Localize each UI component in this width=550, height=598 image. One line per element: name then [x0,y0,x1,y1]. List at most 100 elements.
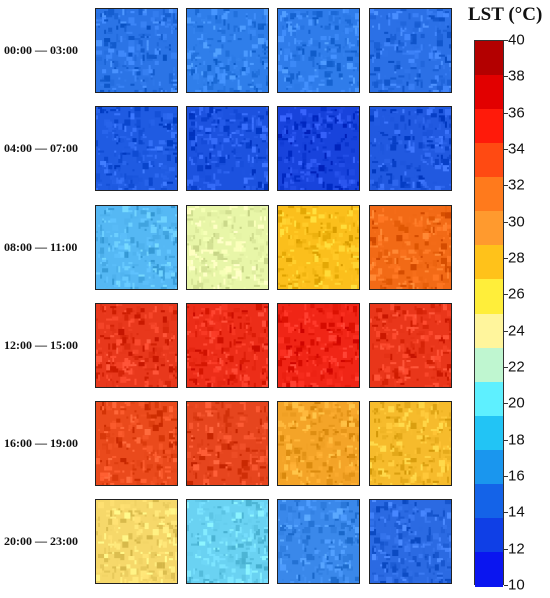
colorbar-tick-label: 28 [508,249,525,267]
lst-map-tile [277,8,360,93]
colorbar-segment [475,245,503,280]
colorbar-tick-label: 30 [508,213,525,231]
lst-map-texture [278,206,359,289]
colorbar-segment [475,551,503,587]
time-row-label: 12:00 — 15:00 [4,337,78,352]
lst-map-texture [278,107,359,190]
colorbar-tick-mark [504,330,508,332]
colorbar-segment [475,483,503,519]
lst-map-tile [369,303,452,388]
colorbar-segment [475,279,503,314]
lst-map-texture [187,107,268,190]
lst-map-tile [95,303,178,388]
colorbar-tick-label: 22 [508,358,525,376]
lst-map-tile [95,106,178,191]
lst-map-texture [278,304,359,387]
colorbar-tick-mark [504,403,508,405]
lst-map-tile [95,499,178,584]
lst-map-tile [277,205,360,290]
time-row-label: 00:00 — 03:00 [4,42,78,57]
colorbar-segment [475,313,503,349]
time-row-label: 16:00 — 19:00 [4,435,78,450]
time-row-label: 04:00 — 07:00 [4,140,78,155]
lst-map-texture [187,9,268,92]
lst-map-texture [96,500,177,583]
lst-map-texture [278,402,359,485]
lst-map-texture [187,206,268,289]
colorbar-tick-label: 18 [508,431,525,449]
lst-map-tile [186,401,269,486]
lst-map-texture [96,402,177,485]
lst-map-tile [277,303,360,388]
colorbar-segment [475,143,503,178]
colorbar-segment [475,381,503,417]
legend-title: LST (°C) [468,4,543,25]
lst-map-texture [370,107,451,190]
colorbar-segment [475,415,503,451]
colorbar-segment [475,109,503,144]
colorbar-tick-mark [504,585,508,586]
lst-map-texture [96,206,177,289]
lst-map-tile [186,8,269,93]
lst-map-texture [96,9,177,92]
lst-map-tile [369,205,452,290]
colorbar [474,40,504,587]
lst-map-tile [95,205,178,290]
lst-map-tile [369,401,452,486]
lst-map-texture [370,206,451,289]
lst-map-texture [278,500,359,583]
colorbar-tick-label: 14 [508,503,525,521]
colorbar-tick-label: 26 [508,285,525,303]
colorbar-tick-mark [504,221,508,223]
lst-map-tile [369,499,452,584]
colorbar-tick-label: 34 [508,140,525,158]
colorbar-tick-mark [504,439,508,441]
colorbar-tick-label: 20 [508,394,525,412]
colorbar-tick-label: 24 [508,322,525,340]
colorbar-tick-mark [504,149,508,150]
lst-map-texture [370,304,451,387]
lst-map-texture [278,9,359,92]
lst-map-texture [187,500,268,583]
colorbar-tick-label: 38 [508,67,525,85]
lst-map-tile [186,499,269,584]
colorbar-tick-label: 32 [508,176,525,194]
lst-map-texture [370,500,451,583]
lst-map-tile [369,106,452,191]
colorbar-tick-mark [504,548,508,550]
colorbar-tick-mark [504,476,508,477]
colorbar-tick-label: 36 [508,104,525,122]
colorbar-segment [475,75,503,110]
lst-map-tile [95,8,178,93]
colorbar-tick-mark [504,185,508,187]
lst-map-texture [370,402,451,485]
lst-map-texture [370,9,451,92]
colorbar-tick-label: 10 [508,576,525,594]
lst-map-tile [95,401,178,486]
lst-map-tile [277,401,360,486]
colorbar-tick-mark [504,294,508,296]
colorbar-segment [475,449,503,485]
lst-map-tile [186,205,269,290]
colorbar-segment [475,177,503,212]
colorbar-tick-mark [504,258,508,259]
time-row-label: 20:00 — 23:00 [4,533,78,548]
lst-map-texture [187,304,268,387]
colorbar-tick-mark [504,112,508,114]
colorbar-segment [475,347,503,383]
lst-map-tile [186,106,269,191]
colorbar-tick-label: 16 [508,467,525,485]
lst-map-texture [96,107,177,190]
colorbar-tick-mark [504,76,508,78]
time-row-label: 08:00 — 11:00 [4,239,78,254]
lst-map-texture [187,402,268,485]
lst-map-texture [96,304,177,387]
colorbar-tick-mark [504,40,508,41]
lst-map-tile [277,106,360,191]
colorbar-segment [475,41,503,76]
colorbar-tick-mark [504,367,508,368]
colorbar-segment [475,517,503,553]
colorbar-tick-label: 40 [508,31,525,49]
colorbar-segment [475,211,503,246]
